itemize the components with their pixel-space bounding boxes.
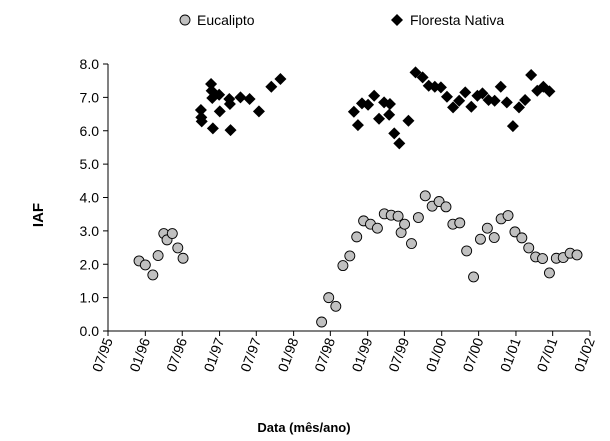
floresta-nativa-point [265,80,278,93]
eucalipto-point [516,232,528,244]
legend-label: Eucalipto [197,12,255,28]
eucalipto-point [502,210,514,221]
floresta-nativa-point [409,66,422,79]
floresta-nativa-point [388,127,401,140]
floresta-nativa-point [434,81,447,94]
eucalipto-point [344,250,356,262]
floresta-nativa-point [224,124,237,137]
legend-diamond-marker [391,14,403,26]
eucalipto-point [509,226,521,238]
eucalipto-point [571,249,583,261]
floresta-nativa-point [383,98,396,111]
eucalipto-point [392,210,404,222]
eucalipto-point [468,271,480,283]
floresta-nativa-point [223,98,236,111]
floresta-nativa-point [373,112,386,125]
y-tick-label: 0.0 [80,323,100,339]
floresta-nativa-point [362,98,375,111]
floresta-nativa-point [351,119,364,132]
eucalipto-point [406,238,417,250]
eucalipto-point [337,260,349,272]
floresta-nativa-point [368,89,381,102]
y-tick-label: 2.0 [80,256,100,272]
floresta-nativa-point [383,108,396,121]
floresta-nativa-point [506,120,519,133]
floresta-nativa-point [252,105,265,118]
floresta-nativa-point [205,78,218,91]
floresta-nativa-point [206,122,219,135]
floresta-nativa-point [194,104,207,117]
legend-item: Eucalipto [179,12,255,28]
y-tick-label: 7.0 [80,89,100,105]
floresta-nativa-point [476,87,489,100]
eucalipto-point [147,269,159,281]
y-tick-label: 5.0 [80,156,100,172]
eucalipto-point [523,242,535,254]
eucalipto-point [177,252,189,264]
eucalipto-point [412,212,424,223]
y-tick-label: 6.0 [80,123,100,139]
floresta-nativa-point [447,101,460,114]
floresta-nativa-point [274,73,287,86]
legend-circle-marker [179,14,191,26]
eucalipto-point [351,231,363,243]
legend-item: Floresta Nativa [391,12,504,28]
legend: Eucalipto Floresta Nativa [179,12,504,28]
eucalipto-point [440,201,452,213]
y-tick-label: 8.0 [80,56,100,72]
y-axis: 0.0 1.0 2.0 3.0 4.0 5.0 6.0 7.0 8.0 [80,56,109,339]
legend-label: Floresta Nativa [410,12,504,28]
eucalipto-point [139,259,151,271]
floresta-nativa-point [512,101,525,114]
eucalipto-point [461,245,473,257]
floresta-nativa-point [234,91,247,104]
eucalipto-point [330,300,342,312]
floresta-nativa-point [213,88,226,101]
floresta-nativa-point [494,80,507,93]
floresta-nativa-point [440,90,453,103]
y-tick-label: 4.0 [80,190,100,206]
floresta-nativa-point [243,93,256,106]
eucalipto-point [323,292,335,304]
floresta-nativa-point [393,137,406,150]
eucalipto-point [316,316,328,328]
y-tick-label: 1.0 [80,290,100,306]
x-axis-title: Data (mês/ano) [257,420,350,435]
eucalipto-point [488,232,500,244]
eucalipto-point [537,253,548,265]
floresta-nativa-point [525,69,538,82]
floresta-nativa-point [543,85,556,98]
floresta-nativa-point [465,100,478,113]
plot-points [133,66,583,328]
series-eucalipto [133,190,583,328]
eucalipto-point [371,222,383,234]
floresta-nativa-point [459,86,472,99]
eucalipto-point [172,242,184,254]
floresta-nativa-point [347,105,360,118]
eucalipto-point [475,233,486,245]
eucalipto-point [152,250,164,262]
floresta-nativa-point [453,94,466,107]
floresta-nativa-point [416,71,429,84]
y-axis-title: IAF [30,203,47,227]
y-tick-label: 3.0 [80,223,100,239]
eucalipto-point [399,218,411,230]
eucalipto-point [454,217,466,229]
series-floresta-nativa [194,66,556,150]
eucalipto-point [481,222,493,234]
floresta-nativa-point [402,114,415,127]
floresta-nativa-point [213,105,226,118]
floresta-nativa-point [519,94,532,107]
floresta-nativa-point [195,115,208,128]
eucalipto-point [419,190,431,202]
floresta-nativa-point [500,96,513,109]
eucalipto-point [166,228,178,239]
eucalipto-point [543,267,555,279]
floresta-nativa-point [488,94,501,107]
